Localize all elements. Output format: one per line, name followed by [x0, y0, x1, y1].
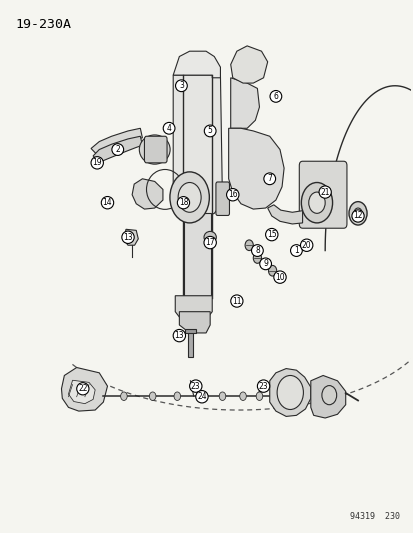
Polygon shape [228, 128, 283, 209]
Text: 18: 18 [178, 198, 188, 207]
Text: 16: 16 [228, 190, 237, 199]
Text: 9: 9 [263, 260, 267, 268]
Text: 8: 8 [254, 246, 259, 255]
Text: 12: 12 [352, 212, 362, 221]
Text: 7: 7 [267, 174, 271, 183]
Ellipse shape [204, 231, 216, 243]
Circle shape [268, 265, 276, 276]
Text: 5: 5 [207, 126, 212, 135]
Circle shape [256, 392, 262, 400]
Polygon shape [173, 51, 220, 78]
Text: 13: 13 [123, 233, 133, 242]
Polygon shape [68, 380, 95, 403]
Text: 4: 4 [166, 124, 171, 133]
Polygon shape [269, 368, 310, 416]
FancyBboxPatch shape [216, 182, 229, 215]
Circle shape [169, 172, 209, 223]
Circle shape [321, 385, 336, 405]
Text: 14: 14 [102, 198, 112, 207]
Polygon shape [91, 128, 142, 155]
FancyBboxPatch shape [299, 161, 346, 228]
Circle shape [353, 208, 361, 219]
Circle shape [253, 253, 261, 263]
Text: 6: 6 [273, 92, 278, 101]
Polygon shape [267, 205, 302, 224]
Circle shape [173, 392, 180, 400]
Text: 21: 21 [320, 188, 329, 197]
Polygon shape [175, 296, 212, 322]
Text: 10: 10 [275, 273, 284, 281]
Text: 24: 24 [197, 392, 206, 401]
Circle shape [348, 201, 366, 225]
Text: 11: 11 [232, 296, 241, 305]
Text: 19: 19 [92, 158, 102, 167]
Text: 20: 20 [301, 241, 311, 250]
Circle shape [276, 375, 303, 409]
Circle shape [308, 192, 324, 213]
Text: 23: 23 [190, 382, 200, 391]
Polygon shape [230, 46, 267, 83]
Circle shape [120, 392, 127, 400]
Circle shape [218, 392, 225, 400]
Circle shape [244, 240, 253, 251]
Text: 13: 13 [174, 331, 184, 340]
Polygon shape [132, 179, 163, 209]
Circle shape [198, 392, 205, 400]
Polygon shape [93, 136, 142, 163]
Circle shape [178, 182, 201, 212]
Text: 15: 15 [266, 230, 276, 239]
Text: 22: 22 [78, 384, 88, 393]
Polygon shape [173, 75, 222, 219]
Circle shape [149, 392, 156, 400]
Text: 17: 17 [205, 238, 214, 247]
Text: 94319  230: 94319 230 [349, 512, 399, 521]
Polygon shape [62, 368, 107, 411]
Polygon shape [123, 229, 138, 245]
Bar [184, 329, 196, 334]
Text: 23: 23 [258, 382, 268, 391]
Polygon shape [179, 312, 210, 333]
FancyBboxPatch shape [144, 136, 166, 163]
Circle shape [239, 392, 246, 400]
Polygon shape [230, 78, 259, 128]
Ellipse shape [139, 135, 170, 164]
Text: 2: 2 [115, 145, 120, 154]
Text: 3: 3 [178, 81, 183, 90]
Circle shape [301, 182, 332, 223]
Bar [184, 213, 211, 296]
Text: 1: 1 [293, 246, 298, 255]
Text: 19-230A: 19-230A [15, 18, 71, 31]
Polygon shape [310, 375, 345, 418]
Bar [188, 330, 192, 357]
